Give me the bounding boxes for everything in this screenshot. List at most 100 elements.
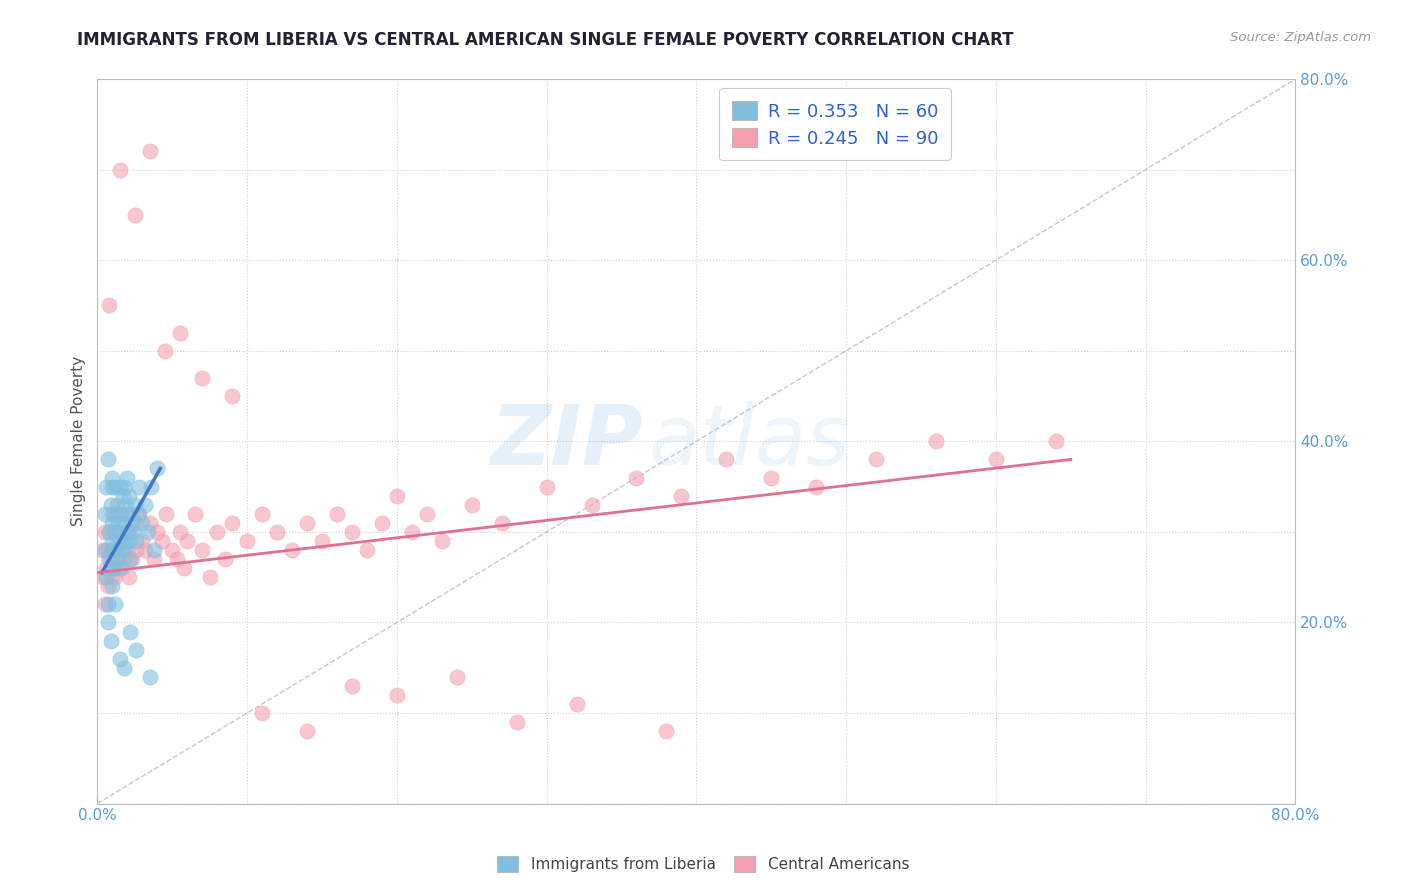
Point xyxy=(90,543,112,558)
Point xyxy=(103,507,125,521)
Point xyxy=(169,524,191,539)
Point xyxy=(111,543,134,558)
Point xyxy=(340,524,363,539)
Point xyxy=(117,524,139,539)
Point xyxy=(401,524,423,539)
Point xyxy=(491,516,513,530)
Point xyxy=(118,533,141,548)
Point xyxy=(125,543,148,558)
Point xyxy=(160,543,183,558)
Point xyxy=(984,452,1007,467)
Point xyxy=(153,343,176,358)
Point xyxy=(104,480,127,494)
Point xyxy=(136,524,159,539)
Point xyxy=(108,507,131,521)
Text: atlas: atlas xyxy=(648,401,851,482)
Point xyxy=(671,489,693,503)
Point xyxy=(107,533,129,548)
Point xyxy=(120,552,142,566)
Legend: Immigrants from Liberia, Central Americans: Immigrants from Liberia, Central America… xyxy=(489,848,917,880)
Point xyxy=(761,470,783,484)
Point xyxy=(150,533,173,548)
Point xyxy=(143,543,166,558)
Legend: R = 0.353   N = 60, R = 0.245   N = 90: R = 0.353 N = 60, R = 0.245 N = 90 xyxy=(718,88,950,161)
Point xyxy=(124,516,146,530)
Point xyxy=(266,524,288,539)
Point xyxy=(461,498,484,512)
Point xyxy=(183,507,205,521)
Point xyxy=(865,452,887,467)
Point xyxy=(626,470,648,484)
Point xyxy=(111,524,134,539)
Point xyxy=(96,480,118,494)
Point xyxy=(176,533,198,548)
Point xyxy=(94,507,117,521)
Point xyxy=(98,524,121,539)
Point xyxy=(100,561,122,575)
Point xyxy=(536,480,558,494)
Point xyxy=(205,524,228,539)
Point xyxy=(108,651,131,665)
Point xyxy=(311,533,333,548)
Point xyxy=(98,298,121,312)
Point xyxy=(114,498,136,512)
Point xyxy=(125,642,148,657)
Point xyxy=(112,480,135,494)
Point xyxy=(114,507,136,521)
Point xyxy=(120,624,142,639)
Point xyxy=(96,561,118,575)
Point xyxy=(221,389,243,403)
Point xyxy=(326,507,349,521)
Point xyxy=(385,688,408,702)
Point xyxy=(117,543,139,558)
Point xyxy=(356,543,378,558)
Point xyxy=(131,516,153,530)
Point xyxy=(118,570,141,584)
Point xyxy=(371,516,394,530)
Point xyxy=(134,543,156,558)
Point xyxy=(101,507,124,521)
Point xyxy=(505,715,527,730)
Point xyxy=(105,552,128,566)
Text: Source: ZipAtlas.com: Source: ZipAtlas.com xyxy=(1230,31,1371,45)
Point xyxy=(716,452,738,467)
Point xyxy=(124,498,146,512)
Point xyxy=(97,598,120,612)
Point xyxy=(94,524,117,539)
Point xyxy=(97,452,120,467)
Point xyxy=(104,598,127,612)
Point xyxy=(108,162,131,177)
Point xyxy=(173,561,195,575)
Point xyxy=(100,552,122,566)
Point xyxy=(110,561,132,575)
Point xyxy=(139,670,162,684)
Point xyxy=(281,543,304,558)
Point xyxy=(110,507,132,521)
Point xyxy=(97,579,120,593)
Point xyxy=(143,552,166,566)
Point xyxy=(121,516,143,530)
Point xyxy=(94,543,117,558)
Point xyxy=(104,570,127,584)
Point xyxy=(250,706,273,720)
Point xyxy=(295,724,318,739)
Point xyxy=(121,552,143,566)
Point xyxy=(107,516,129,530)
Point xyxy=(112,552,135,566)
Point xyxy=(446,670,468,684)
Point xyxy=(122,524,145,539)
Point xyxy=(236,533,259,548)
Point xyxy=(103,561,125,575)
Text: IMMIGRANTS FROM LIBERIA VS CENTRAL AMERICAN SINGLE FEMALE POVERTY CORRELATION CH: IMMIGRANTS FROM LIBERIA VS CENTRAL AMERI… xyxy=(77,31,1014,49)
Point xyxy=(110,543,132,558)
Point xyxy=(169,326,191,340)
Point xyxy=(101,579,124,593)
Point xyxy=(925,434,948,449)
Point xyxy=(108,480,131,494)
Point xyxy=(1045,434,1067,449)
Point xyxy=(101,543,124,558)
Point xyxy=(155,507,177,521)
Point xyxy=(581,498,603,512)
Point xyxy=(104,524,127,539)
Point xyxy=(107,552,129,566)
